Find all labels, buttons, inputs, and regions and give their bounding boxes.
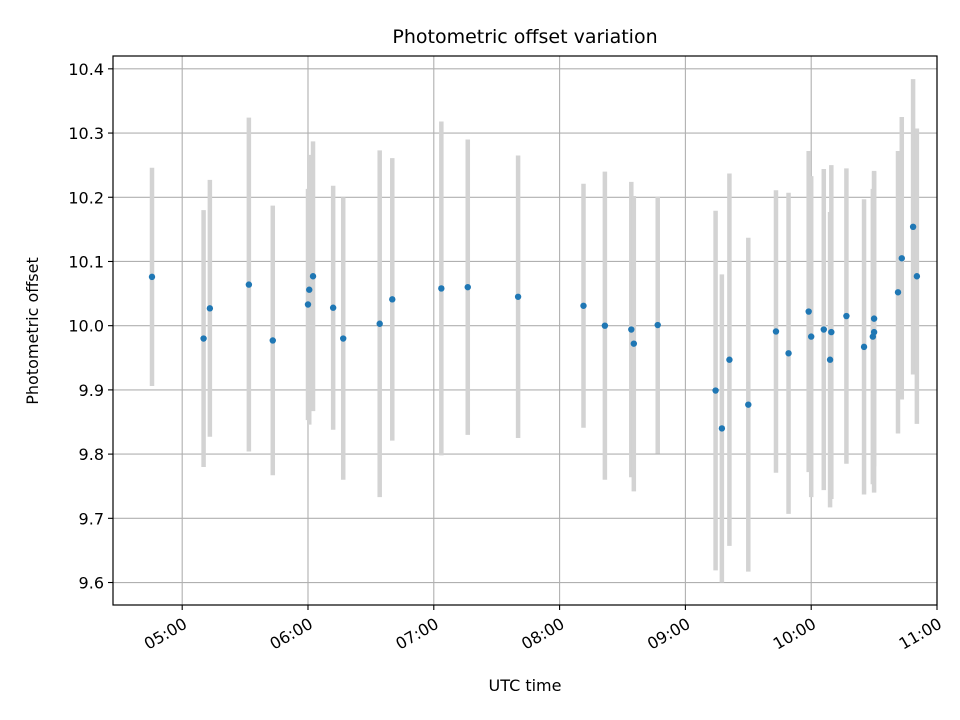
x-tick-label: 07:00 [392, 614, 441, 654]
data-point [805, 308, 812, 315]
plot-frame [112, 55, 938, 606]
data-point [601, 322, 609, 329]
data-point [245, 281, 253, 288]
data-point [376, 320, 383, 327]
data-point [860, 343, 868, 351]
data-point [718, 425, 726, 432]
data-point [654, 321, 661, 329]
data-point [745, 401, 752, 408]
data-point [870, 328, 878, 336]
data-point [514, 293, 522, 300]
y-tick-label: 9.8 [79, 445, 104, 464]
data-point [820, 326, 827, 333]
data-point [438, 285, 445, 292]
data-points [148, 223, 921, 432]
data-point [309, 273, 317, 280]
data-point [894, 289, 902, 296]
x-tick-label: 05:00 [141, 614, 190, 654]
chart-title: Photometric offset variation [392, 26, 657, 48]
y-tick-label: 10.4 [68, 60, 104, 79]
y-tick-label: 10.0 [68, 317, 104, 336]
data-point [785, 350, 792, 357]
data-point [200, 335, 207, 342]
data-point [726, 356, 733, 363]
x-axis-ticks: 05:00 06:00 07:00 08:00 09:00 10:00 11:00 [141, 605, 945, 654]
data-point [807, 333, 815, 340]
y-tick-label: 9.7 [79, 509, 104, 528]
data-point [206, 305, 214, 312]
data-point [269, 337, 276, 344]
data-point [306, 286, 313, 293]
x-axis-label: UTC time [489, 676, 562, 695]
data-point [712, 387, 719, 394]
y-tick-label: 9.6 [79, 574, 104, 593]
x-tick-label: 06:00 [267, 614, 316, 654]
x-tick-label: 08:00 [518, 614, 567, 654]
y-tick-label: 10.2 [68, 188, 104, 207]
data-point [464, 283, 471, 291]
data-point [580, 302, 587, 309]
data-point [843, 312, 850, 320]
data-point [870, 315, 878, 322]
errorbars [149, 79, 920, 583]
y-tick-label: 9.9 [79, 381, 104, 400]
y-tick-label: 10.1 [68, 252, 104, 271]
data-point [148, 273, 156, 281]
data-point [826, 356, 834, 363]
data-point [913, 273, 921, 280]
data-point [389, 296, 396, 303]
data-point [630, 340, 638, 347]
y-tick-label: 10.3 [68, 124, 104, 143]
y-axis-ticks: 9.6 9.7 9.8 9.9 10.0 10.1 10.2 10.3 10.4 [68, 60, 113, 593]
data-point [909, 223, 917, 230]
x-tick-label: 11:00 [896, 614, 945, 654]
data-point [628, 326, 635, 333]
data-point [340, 335, 347, 342]
y-axis-label: Photometric offset [23, 257, 42, 405]
data-point [304, 301, 312, 308]
data-point [828, 328, 835, 336]
x-tick-label: 10:00 [770, 614, 819, 654]
x-tick-label: 09:00 [644, 614, 693, 654]
data-point [898, 255, 905, 262]
data-point [329, 304, 337, 311]
data-point [772, 328, 780, 335]
